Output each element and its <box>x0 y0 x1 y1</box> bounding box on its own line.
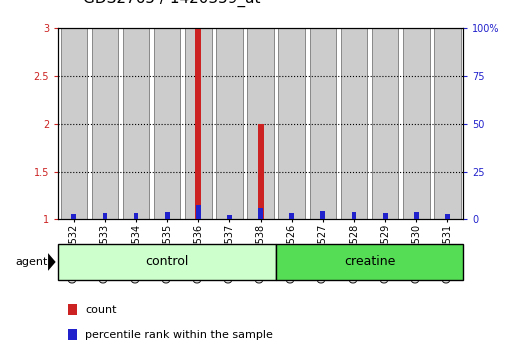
Bar <box>402 28 429 219</box>
Bar <box>351 212 356 219</box>
Bar <box>123 28 149 219</box>
Bar <box>340 28 367 219</box>
Bar <box>61 28 87 219</box>
Text: percentile rank within the sample: percentile rank within the sample <box>85 330 272 339</box>
Bar <box>216 28 242 219</box>
Bar <box>154 28 180 219</box>
Bar <box>276 244 462 280</box>
Bar <box>309 28 335 219</box>
Bar <box>444 214 449 219</box>
Bar <box>58 244 276 280</box>
Text: agent: agent <box>16 257 48 267</box>
Bar <box>382 213 387 219</box>
Bar <box>247 28 273 219</box>
Text: GDS2765 / 1420359_at: GDS2765 / 1420359_at <box>83 0 261 7</box>
Bar <box>195 28 201 219</box>
Bar <box>133 213 138 219</box>
Bar <box>103 213 107 219</box>
Bar <box>371 28 397 219</box>
Text: creatine: creatine <box>343 256 394 268</box>
Bar <box>257 124 263 219</box>
Bar <box>278 28 305 219</box>
Text: control: control <box>145 256 188 268</box>
Bar <box>320 211 325 219</box>
Bar <box>258 208 263 219</box>
Bar <box>433 28 460 219</box>
Bar <box>165 212 169 219</box>
Bar <box>227 215 231 219</box>
Bar <box>71 214 76 219</box>
Bar <box>413 212 418 219</box>
Bar <box>289 213 293 219</box>
Bar <box>91 28 118 219</box>
Bar <box>195 205 200 219</box>
Bar <box>185 28 211 219</box>
Text: count: count <box>85 305 116 315</box>
